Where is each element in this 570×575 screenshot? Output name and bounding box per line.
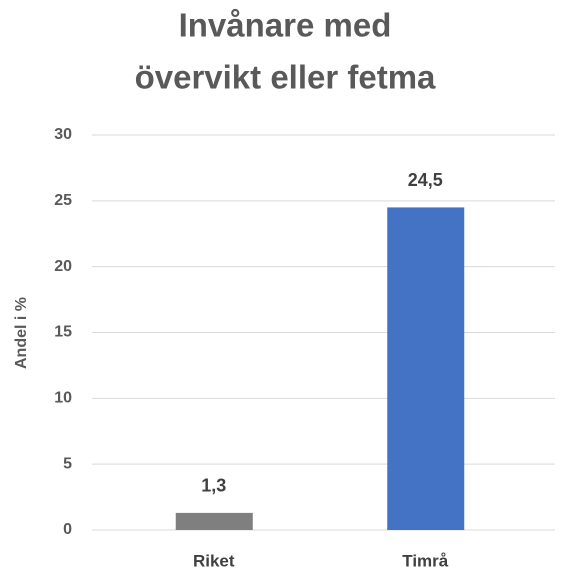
bar [387,207,465,530]
y-tick-label: 5 [63,455,72,472]
x-tick-label: Timrå [402,551,449,570]
y-tick-label: 25 [54,192,72,209]
y-tick-label: 0 [63,521,72,538]
chart-title: övervikt eller fetma [135,59,436,96]
data-label: 1,3 [201,476,226,496]
bar [175,512,253,530]
y-axis-label: Andel i % [13,297,30,369]
y-tick-label: 20 [54,258,72,275]
y-tick-label: 15 [54,324,72,341]
y-tick-label: 10 [54,390,72,407]
chart-title: Invånare med [179,7,392,44]
y-tick-label: 30 [54,126,72,143]
data-label: 24,5 [408,170,443,190]
x-tick-label: Riket [193,551,235,570]
